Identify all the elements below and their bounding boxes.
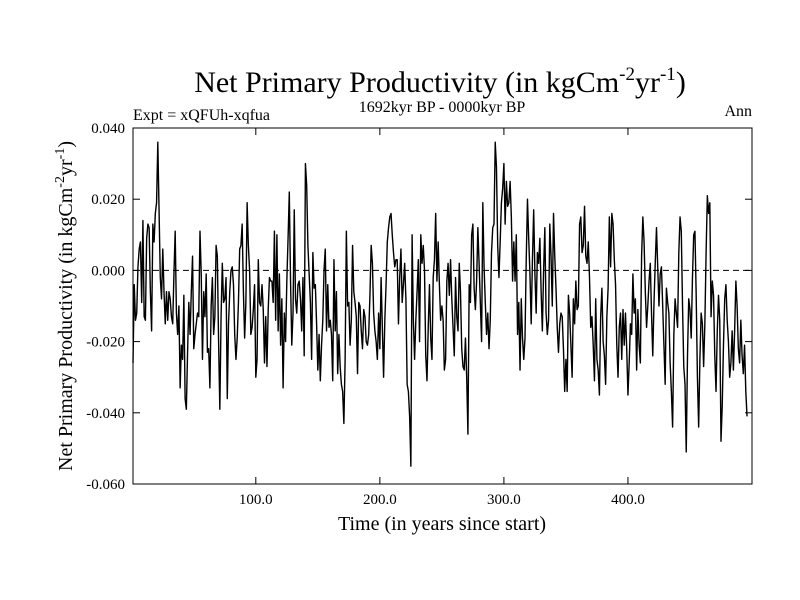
y-axis: 0.040 0.020 0.000 -0.020 -0.040 -0.060 [86, 121, 752, 493]
x-axis-label: Time (in years since start) [338, 513, 546, 535]
y-tick-label: -0.040 [86, 406, 125, 422]
y-tick-label: 0.040 [91, 121, 125, 137]
x-tick-label: 300.0 [487, 492, 521, 508]
y-axis-label: Net Primary Productivity (in kgCm-2yr-1) [53, 141, 77, 471]
x-tick-label: 200.0 [363, 492, 397, 508]
plot-frame [132, 127, 753, 485]
experiment-label: Expt = xQFUh-xqfua [133, 107, 270, 124]
chart-title: Net Primary Productivity (in kgCm-2yr-1) [194, 64, 686, 99]
x-tick-label: 100.0 [239, 492, 273, 508]
npp-series-line [132, 141, 748, 467]
y-tick-label: 0.020 [91, 192, 125, 208]
y-tick-label: 0.000 [91, 263, 125, 279]
x-axis: 100.0 200.0 300.0 400.0 [239, 128, 645, 508]
season-label: Ann [724, 103, 752, 120]
x-tick-label: 400.0 [611, 492, 645, 508]
y-tick-label: -0.020 [86, 335, 125, 351]
period-label: 1692kyr BP - 0000kyr BP [359, 99, 526, 116]
y-tick-label: -0.060 [86, 477, 125, 493]
